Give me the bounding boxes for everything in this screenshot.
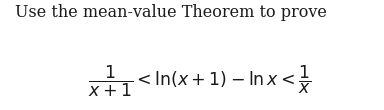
Text: Use the mean-value Theorem to prove: Use the mean-value Theorem to prove xyxy=(15,4,327,21)
Text: $\dfrac{1}{x+1} < \ln(x+1) - \ln x < \dfrac{1}{x}$: $\dfrac{1}{x+1} < \ln(x+1) - \ln x < \df… xyxy=(88,64,311,99)
